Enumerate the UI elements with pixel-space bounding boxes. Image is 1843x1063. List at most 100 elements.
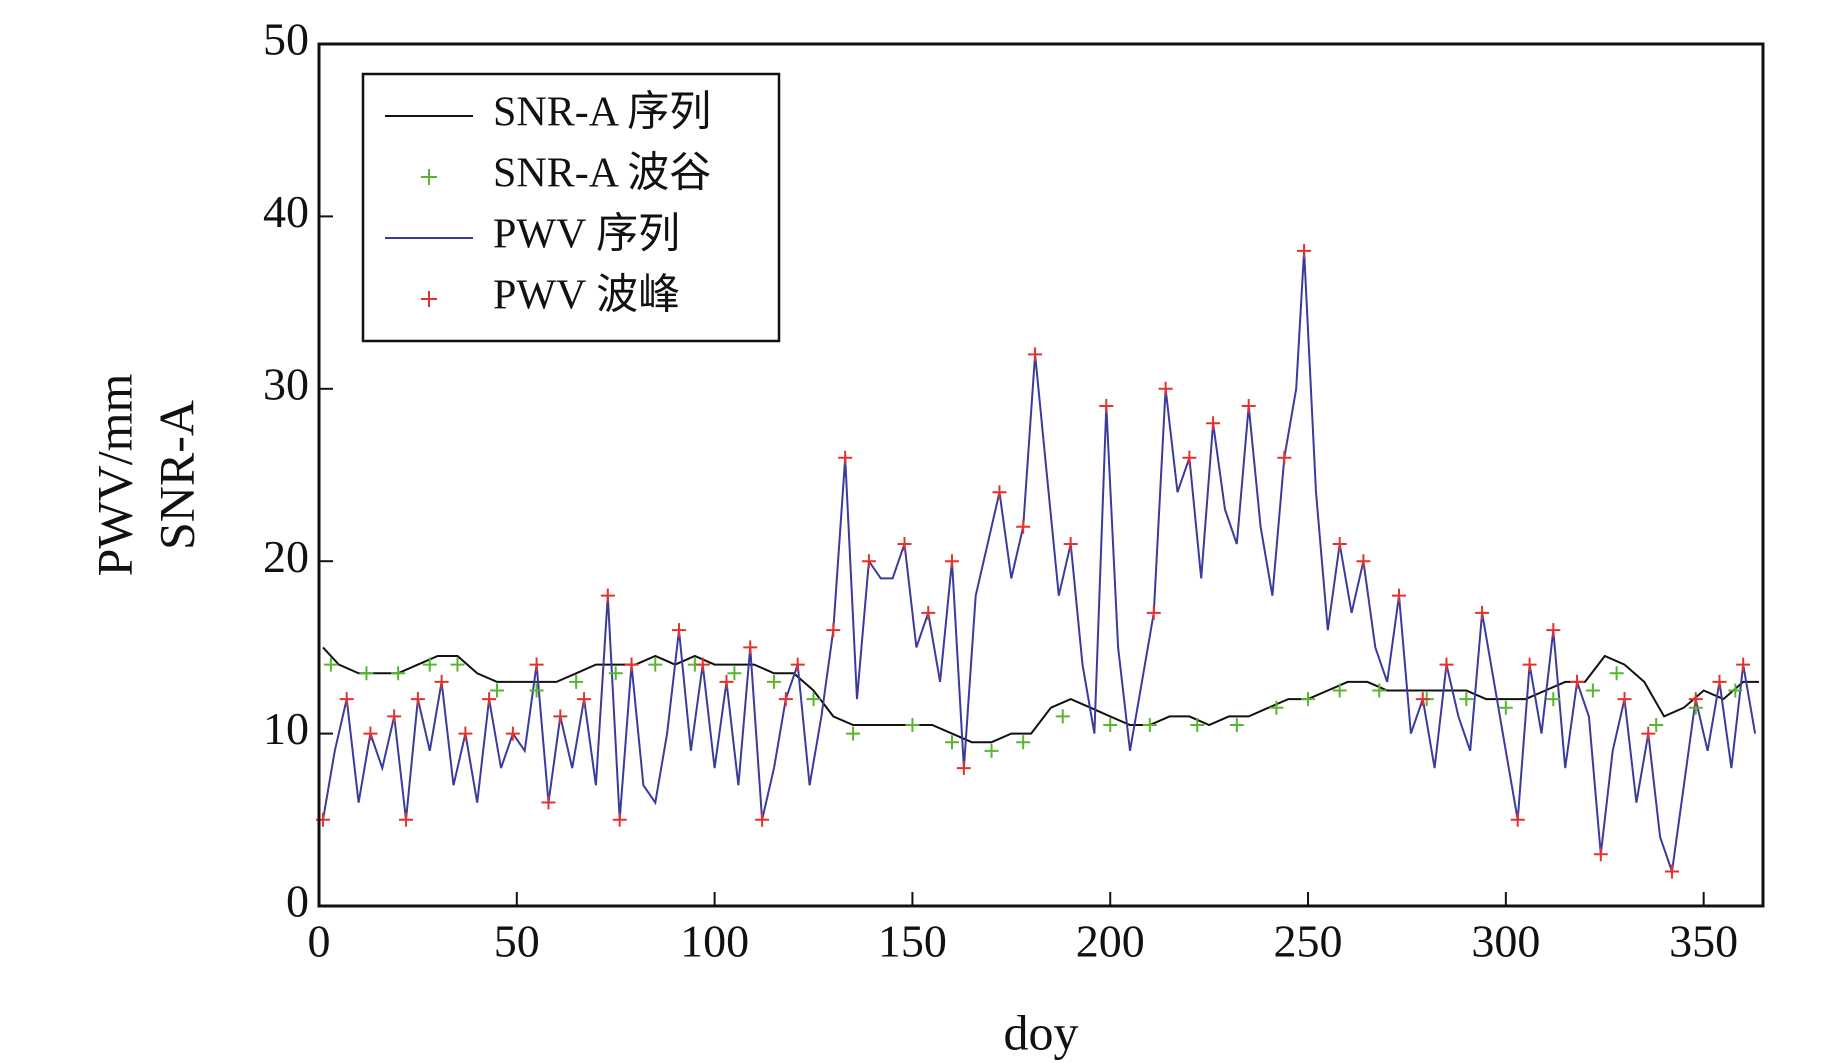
marker xyxy=(1028,347,1043,362)
marker xyxy=(600,588,615,603)
marker xyxy=(458,726,473,741)
marker xyxy=(766,674,781,689)
marker xyxy=(1649,717,1664,732)
marker xyxy=(1016,735,1031,750)
y-tick-label: 40 xyxy=(263,186,309,237)
marker xyxy=(323,657,338,672)
marker xyxy=(672,623,687,638)
legend-label: SNR-A 波谷 xyxy=(493,151,711,197)
marker xyxy=(806,692,821,707)
marker xyxy=(529,657,544,672)
marker xyxy=(1522,657,1537,672)
marker xyxy=(339,692,354,707)
marker xyxy=(569,674,584,689)
marker xyxy=(1332,683,1347,698)
marker xyxy=(1063,536,1078,551)
marker xyxy=(624,657,639,672)
marker xyxy=(1475,605,1490,620)
marker xyxy=(944,554,959,569)
marker xyxy=(422,657,437,672)
marker xyxy=(1665,864,1680,879)
marker xyxy=(1277,450,1292,465)
marker xyxy=(826,623,841,638)
marker xyxy=(1146,605,1161,620)
marker xyxy=(846,726,861,741)
marker xyxy=(387,709,402,724)
marker xyxy=(1585,683,1600,698)
marker xyxy=(1609,666,1624,681)
marker xyxy=(1415,692,1430,707)
x-tick-label: 350 xyxy=(1669,916,1738,967)
marker xyxy=(1372,683,1387,698)
marker xyxy=(1055,709,1070,724)
marker xyxy=(648,657,663,672)
legend-label: SNR-A 序列 xyxy=(493,90,711,136)
marker xyxy=(1688,692,1703,707)
marker xyxy=(1641,726,1656,741)
marker xyxy=(1182,450,1197,465)
marker xyxy=(410,692,425,707)
marker xyxy=(1356,554,1371,569)
marker xyxy=(695,657,710,672)
marker xyxy=(719,674,734,689)
x-tick-label: 200 xyxy=(1076,916,1145,967)
marker xyxy=(956,761,971,776)
marker xyxy=(399,812,414,827)
marker xyxy=(921,605,936,620)
marker xyxy=(905,717,920,732)
marker xyxy=(505,726,520,741)
y-axis-label: PWV/mm SNR-A xyxy=(86,374,204,577)
marker xyxy=(1297,243,1312,258)
legend-swatch xyxy=(421,169,437,185)
marker xyxy=(1301,692,1316,707)
marker xyxy=(541,795,556,810)
marker xyxy=(391,666,406,681)
marker xyxy=(790,657,805,672)
marker xyxy=(755,812,770,827)
plot-frame xyxy=(317,42,1765,908)
marker xyxy=(778,692,793,707)
marker xyxy=(1546,692,1561,707)
marker xyxy=(1510,812,1525,827)
marker xyxy=(1617,692,1632,707)
marker xyxy=(608,666,623,681)
marker xyxy=(861,554,876,569)
marker xyxy=(434,674,449,689)
marker xyxy=(727,666,742,681)
x-tick-label: 50 xyxy=(494,916,540,967)
marker xyxy=(1546,623,1561,638)
marker xyxy=(1229,717,1244,732)
marker xyxy=(1459,692,1474,707)
y-tick-label: 30 xyxy=(263,358,309,409)
marker xyxy=(450,657,465,672)
marker xyxy=(1016,519,1031,534)
marker xyxy=(1728,683,1743,698)
marker xyxy=(553,709,568,724)
marker xyxy=(992,485,1007,500)
marker xyxy=(1712,674,1727,689)
marker xyxy=(1570,674,1585,689)
x-tick-label: 100 xyxy=(680,916,749,967)
marker xyxy=(1142,717,1157,732)
legend-swatch xyxy=(421,291,437,307)
x-tick-label: 150 xyxy=(878,916,947,967)
marker xyxy=(1593,847,1608,862)
y-tick-label: 0 xyxy=(286,876,309,927)
x-tick-label: 0 xyxy=(308,916,331,967)
marker xyxy=(897,536,912,551)
marker xyxy=(1736,657,1751,672)
x-tick-label: 250 xyxy=(1274,916,1343,967)
marker xyxy=(1439,657,1454,672)
marker xyxy=(1206,416,1221,431)
legend-label: PWV 波峰 xyxy=(493,273,680,319)
marker xyxy=(490,683,505,698)
marker xyxy=(1158,381,1173,396)
marker xyxy=(1190,717,1205,732)
marker xyxy=(363,726,378,741)
marker xyxy=(944,735,959,750)
marker xyxy=(482,692,497,707)
marker xyxy=(1099,399,1114,414)
marker xyxy=(1269,700,1284,715)
